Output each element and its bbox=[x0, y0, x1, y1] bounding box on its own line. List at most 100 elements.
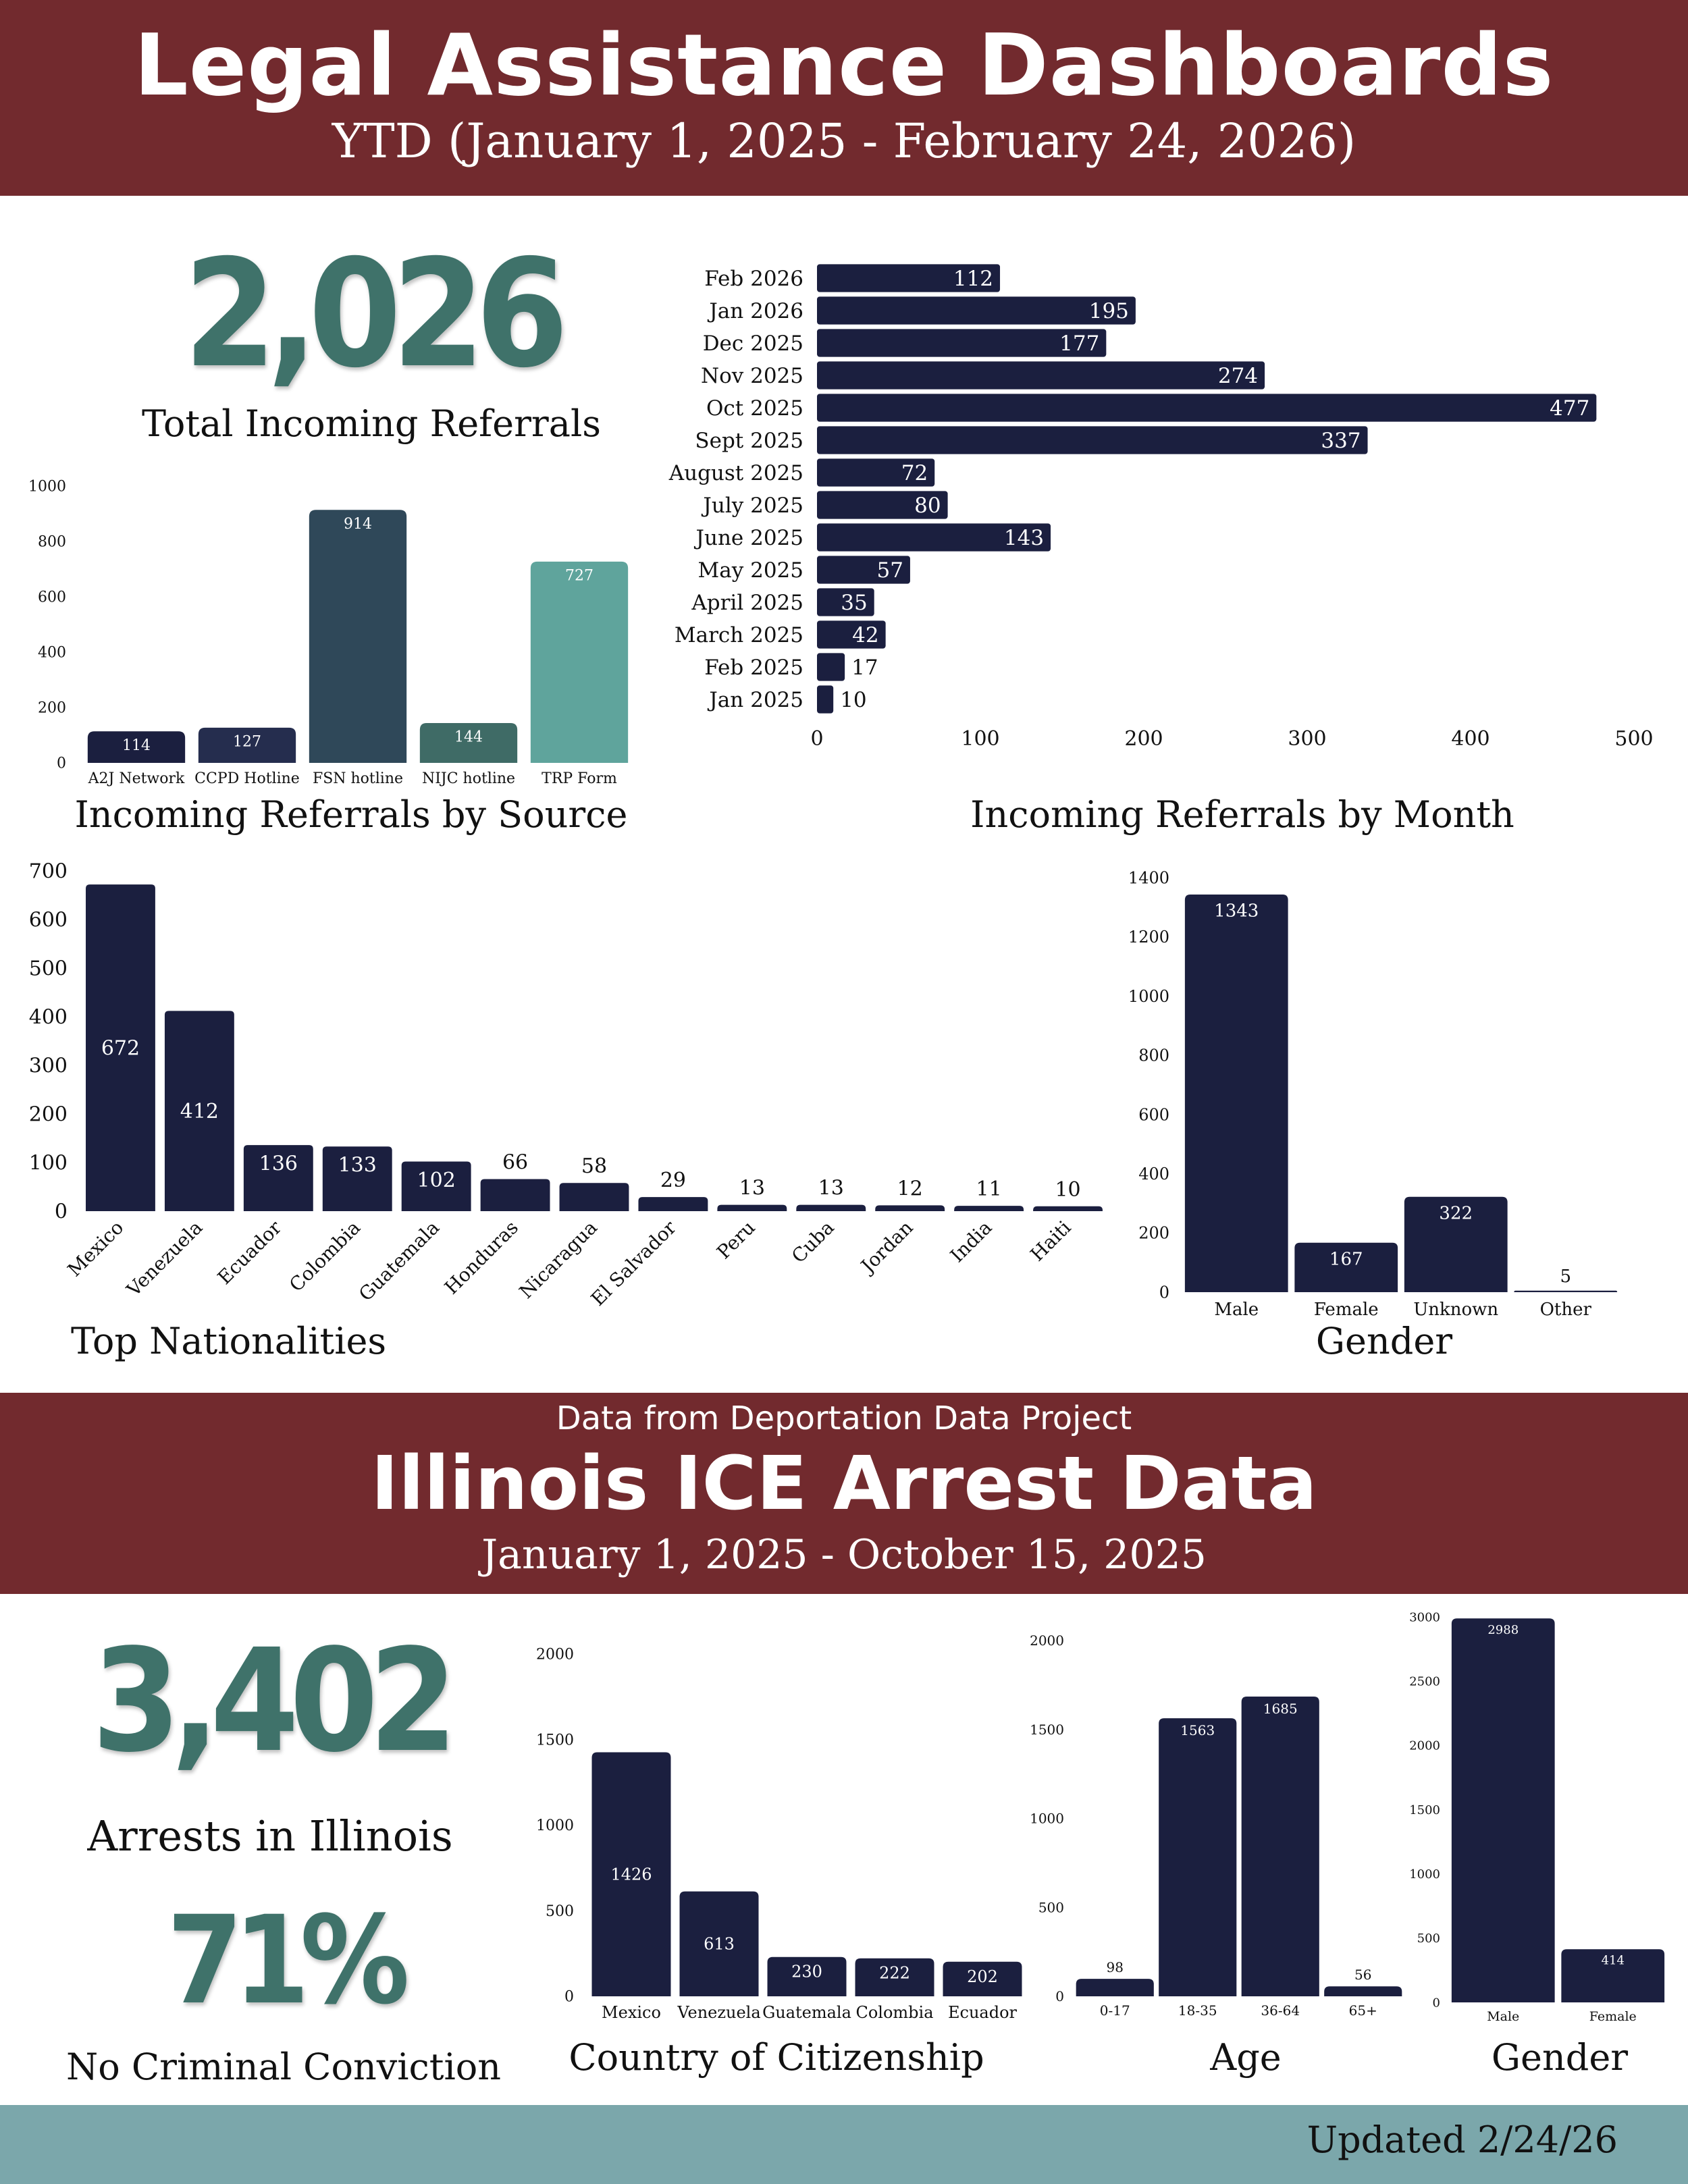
bar-sept-2025 bbox=[817, 426, 1368, 454]
y-tick-label: 100 bbox=[29, 1152, 68, 1175]
bar-oct-2025 bbox=[817, 394, 1597, 422]
bar-ecuador bbox=[243, 1145, 313, 1211]
y-tick-label: March 2025 bbox=[675, 623, 803, 647]
ice-source-line: Data from Deportation Data Project bbox=[556, 1400, 1132, 1437]
y-tick-label: 600 bbox=[1138, 1105, 1169, 1124]
data-label: 337 bbox=[1321, 429, 1361, 453]
bar-august-2025 bbox=[817, 458, 935, 487]
x-tick-label: Guatemala bbox=[354, 1217, 444, 1306]
y-tick-label: 600 bbox=[38, 589, 66, 606]
arrests-label: Arrests in Illinois bbox=[87, 1811, 453, 1861]
data-label: 127 bbox=[233, 733, 261, 750]
bar-guatemala bbox=[767, 1956, 847, 1996]
y-tick-label: Dec 2025 bbox=[703, 331, 803, 356]
bar-april-2025 bbox=[817, 588, 874, 616]
data-label: 102 bbox=[417, 1169, 456, 1192]
data-label: 230 bbox=[791, 1963, 822, 1981]
x-tick-label: Honduras bbox=[440, 1217, 523, 1299]
data-label: 1343 bbox=[1214, 901, 1259, 921]
y-tick-label: 0 bbox=[1159, 1283, 1169, 1302]
data-label: 133 bbox=[338, 1154, 377, 1177]
x-tick-label: Peru bbox=[712, 1217, 760, 1264]
y-tick-label: Oct 2025 bbox=[706, 396, 803, 421]
y-tick-label: 500 bbox=[1038, 1899, 1064, 1915]
y-tick-label: 200 bbox=[29, 1103, 68, 1127]
y-tick-label: 1500 bbox=[536, 1732, 574, 1749]
y-tick-label: April 2025 bbox=[691, 591, 803, 615]
data-label: 1685 bbox=[1263, 1701, 1298, 1717]
x-tick-label: Ecuador bbox=[948, 2003, 1018, 2022]
bar-jan-2025 bbox=[817, 685, 834, 714]
y-tick-label: 1500 bbox=[1409, 1803, 1440, 1817]
x-tick-label: Cuba bbox=[787, 1217, 839, 1268]
data-label: 195 bbox=[1089, 299, 1129, 323]
y-tick-label: Feb 2025 bbox=[704, 656, 803, 680]
bar-dec-2025 bbox=[817, 329, 1107, 357]
bar-other bbox=[1514, 1290, 1618, 1292]
x-tick-label: TRP Form bbox=[542, 770, 617, 787]
updated-date: Updated 2/24/26 bbox=[1307, 2119, 1618, 2161]
bar-march-2025 bbox=[817, 620, 886, 649]
x-tick-label: India bbox=[946, 1217, 997, 1267]
bar-nov-2025 bbox=[817, 361, 1265, 390]
x-tick-label: Guatemala bbox=[762, 2003, 851, 2022]
bar-colombia bbox=[855, 1958, 934, 1996]
bar-mexico bbox=[86, 884, 155, 1211]
y-tick-label: 1400 bbox=[1128, 868, 1169, 887]
bar-mexico bbox=[591, 1752, 671, 1996]
bar-guatemala bbox=[401, 1161, 471, 1211]
x-tick-label: FSN hotline bbox=[313, 770, 403, 787]
total-referrals-value: 2,026 bbox=[183, 228, 569, 400]
arrest-gender-title: Gender bbox=[1491, 2036, 1629, 2079]
bar-18-35 bbox=[1159, 1718, 1237, 1996]
x-tick-label: Ecuador bbox=[213, 1216, 286, 1289]
data-label: 1563 bbox=[1180, 1722, 1215, 1738]
y-tick-label: 1500 bbox=[1030, 1722, 1064, 1738]
data-label: 672 bbox=[101, 1037, 140, 1061]
data-label: 10 bbox=[840, 688, 866, 712]
bar-honduras bbox=[480, 1179, 550, 1211]
bar-july-2025 bbox=[817, 491, 948, 519]
x-tick-label: 100 bbox=[961, 727, 999, 751]
no-conviction-value: 71% bbox=[167, 1890, 410, 2031]
y-tick-label: 2000 bbox=[1409, 1739, 1440, 1753]
y-tick-label: 0 bbox=[1433, 1996, 1440, 2010]
age-title: Age bbox=[1210, 2036, 1282, 2079]
y-tick-label: June 2025 bbox=[694, 526, 803, 550]
y-tick-label: Nov 2025 bbox=[701, 364, 803, 388]
x-tick-label: Venezuela bbox=[677, 2003, 760, 2022]
data-label: 2988 bbox=[1487, 1623, 1519, 1637]
referrals-by-source-chart: 0 200 400 600 800 1000 114 A2J Network 127 CCPD H… bbox=[28, 479, 629, 787]
bar-male bbox=[1184, 894, 1288, 1292]
bar-male bbox=[1451, 1618, 1555, 2002]
y-tick-label: Sept 2025 bbox=[695, 429, 803, 453]
age-chart: 0 500 1000 1500 2000 98 0-17 1563 18-35 1685 36-64… bbox=[1030, 1632, 1402, 2019]
y-tick-label: 0 bbox=[57, 755, 66, 772]
data-label: 29 bbox=[660, 1169, 686, 1192]
x-tick-label: 400 bbox=[1451, 727, 1489, 751]
header-band: Legal Assistance Dashboards YTD (January… bbox=[0, 0, 1688, 196]
data-label: 412 bbox=[180, 1100, 219, 1123]
data-label: 80 bbox=[914, 494, 941, 518]
bar-june-2025 bbox=[817, 523, 1051, 552]
bar-india bbox=[954, 1206, 1024, 1211]
y-tick-label: 200 bbox=[1138, 1224, 1169, 1243]
no-conviction-label: No Criminal Conviction bbox=[65, 2046, 502, 2088]
data-label: 13 bbox=[739, 1177, 765, 1200]
y-tick-label: 1200 bbox=[1128, 928, 1169, 947]
x-tick-label: Nicaragua bbox=[515, 1217, 602, 1303]
bar-feb-2026 bbox=[817, 264, 1001, 292]
y-tick-label: 200 bbox=[38, 700, 66, 717]
data-label: 114 bbox=[122, 737, 151, 754]
data-label: 42 bbox=[852, 623, 878, 647]
data-label: 144 bbox=[454, 728, 483, 745]
data-label: 222 bbox=[879, 1964, 910, 1983]
page-subtitle: YTD (January 1, 2025 - February 24, 2026… bbox=[332, 113, 1356, 169]
y-tick-label: 500 bbox=[546, 1903, 574, 1920]
y-tick-label: Feb 2026 bbox=[704, 267, 803, 291]
bar-a2j-network bbox=[87, 731, 186, 763]
bar-36-64 bbox=[1241, 1697, 1319, 1996]
x-tick-label: Colombia bbox=[285, 1217, 365, 1296]
y-tick-label: 300 bbox=[29, 1055, 68, 1078]
y-tick-label: 400 bbox=[38, 645, 66, 662]
